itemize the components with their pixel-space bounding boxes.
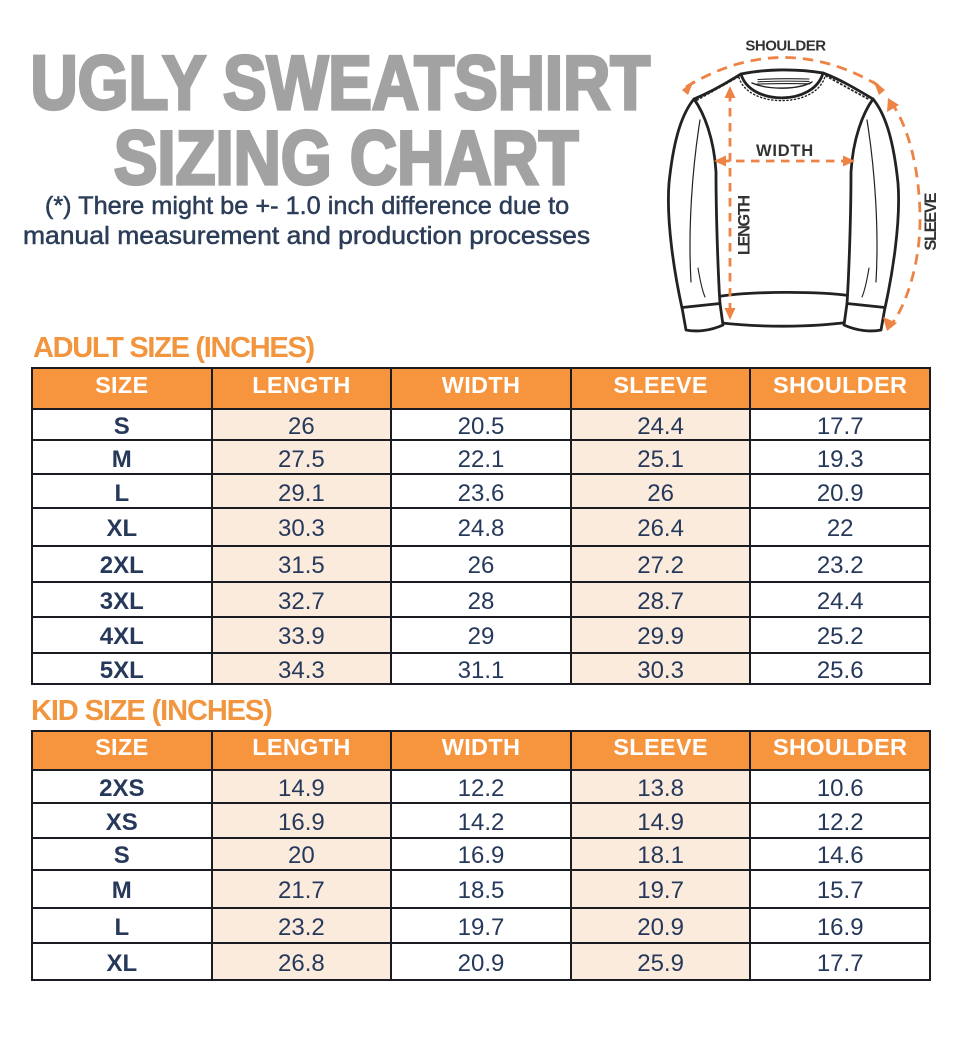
svg-text:WIDTH: WIDTH	[756, 142, 814, 160]
svg-text:SLEEVE: SLEEVE	[922, 193, 940, 251]
svg-text:LENGTH: LENGTH	[735, 196, 753, 255]
svg-text:SHOULDER: SHOULDER	[745, 38, 826, 55]
